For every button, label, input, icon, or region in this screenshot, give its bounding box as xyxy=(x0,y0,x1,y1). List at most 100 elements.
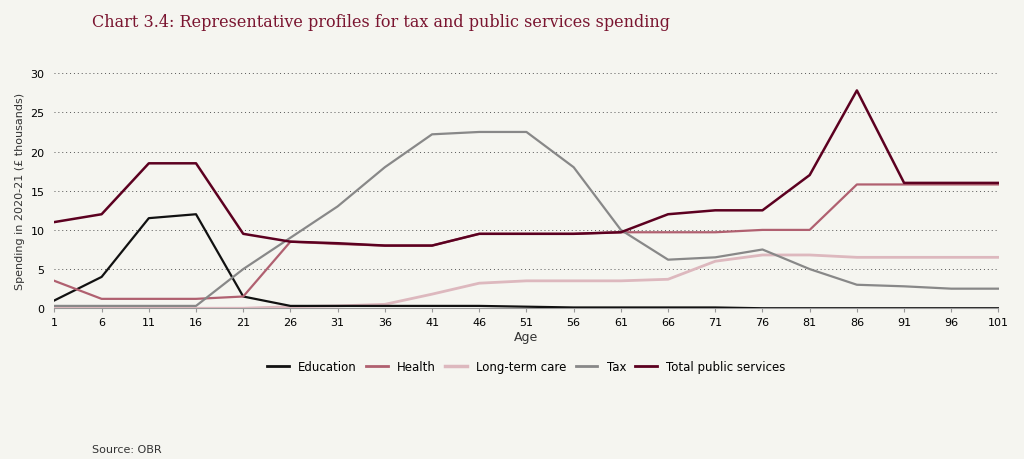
Tax xyxy=(520,130,532,135)
Health xyxy=(992,182,1005,188)
Tax xyxy=(992,286,1005,292)
Tax xyxy=(804,267,816,272)
Long-term care xyxy=(662,277,674,282)
Education xyxy=(48,298,60,303)
Health xyxy=(332,242,344,247)
Text: Source: OBR: Source: OBR xyxy=(92,444,162,454)
Total public services xyxy=(614,230,627,235)
Tax xyxy=(95,303,108,309)
Education xyxy=(945,306,957,311)
Education xyxy=(804,306,816,311)
Line: Health: Health xyxy=(54,185,998,299)
Education xyxy=(189,212,202,218)
Total public services xyxy=(710,208,722,213)
Health xyxy=(189,297,202,302)
Long-term care xyxy=(95,306,108,311)
Education xyxy=(992,306,1005,311)
Tax xyxy=(189,303,202,309)
Long-term care xyxy=(992,255,1005,261)
Education xyxy=(95,274,108,280)
Education xyxy=(851,306,863,311)
Long-term care xyxy=(379,302,391,308)
Tax xyxy=(945,286,957,292)
Education xyxy=(379,303,391,309)
Legend: Education, Health, Long-term care, Tax, Total public services: Education, Health, Long-term care, Tax, … xyxy=(264,357,790,377)
Long-term care xyxy=(710,259,722,264)
Total public services xyxy=(379,243,391,249)
Health xyxy=(95,297,108,302)
Health xyxy=(945,182,957,188)
Long-term care xyxy=(757,252,769,258)
Tax xyxy=(48,303,60,309)
X-axis label: Age: Age xyxy=(514,330,539,343)
Long-term care xyxy=(851,255,863,261)
Total public services xyxy=(520,231,532,237)
Y-axis label: Spending in 2020-21 (£ thousands): Spending in 2020-21 (£ thousands) xyxy=(15,93,25,290)
Total public services xyxy=(567,231,580,237)
Long-term care xyxy=(804,252,816,258)
Health xyxy=(238,294,250,300)
Tax xyxy=(379,165,391,171)
Health xyxy=(285,240,297,245)
Health xyxy=(804,228,816,233)
Long-term care xyxy=(520,279,532,284)
Education xyxy=(614,305,627,311)
Long-term care xyxy=(189,306,202,311)
Tax xyxy=(238,267,250,272)
Total public services xyxy=(142,161,155,167)
Tax xyxy=(851,282,863,288)
Health xyxy=(898,182,910,188)
Tax xyxy=(332,204,344,210)
Long-term care xyxy=(945,255,957,261)
Long-term care xyxy=(426,292,438,297)
Education xyxy=(426,303,438,309)
Total public services xyxy=(898,181,910,186)
Tax xyxy=(567,165,580,171)
Health xyxy=(567,231,580,237)
Line: Education: Education xyxy=(54,215,998,308)
Total public services xyxy=(48,220,60,225)
Tax xyxy=(710,255,722,261)
Line: Long-term care: Long-term care xyxy=(54,255,998,308)
Health xyxy=(473,231,485,237)
Line: Tax: Tax xyxy=(54,133,998,306)
Education xyxy=(662,305,674,311)
Line: Total public services: Total public services xyxy=(54,91,998,246)
Total public services xyxy=(662,212,674,218)
Total public services xyxy=(426,243,438,249)
Health xyxy=(757,228,769,233)
Total public services xyxy=(804,173,816,179)
Total public services xyxy=(95,212,108,218)
Total public services xyxy=(992,181,1005,186)
Total public services xyxy=(757,208,769,213)
Tax xyxy=(426,132,438,138)
Total public services xyxy=(238,231,250,237)
Education xyxy=(520,304,532,310)
Long-term care xyxy=(898,255,910,261)
Education xyxy=(567,305,580,311)
Total public services xyxy=(945,181,957,186)
Education xyxy=(332,303,344,309)
Total public services xyxy=(285,240,297,245)
Long-term care xyxy=(285,304,297,310)
Tax xyxy=(285,235,297,241)
Total public services xyxy=(851,89,863,94)
Total public services xyxy=(332,241,344,246)
Education xyxy=(285,303,297,309)
Health xyxy=(48,279,60,284)
Education xyxy=(757,306,769,311)
Tax xyxy=(898,284,910,290)
Long-term care xyxy=(48,306,60,311)
Long-term care xyxy=(473,281,485,286)
Health xyxy=(710,230,722,235)
Tax xyxy=(614,228,627,233)
Health xyxy=(662,230,674,235)
Health xyxy=(614,230,627,235)
Education xyxy=(898,306,910,311)
Education xyxy=(710,305,722,311)
Health xyxy=(426,243,438,249)
Tax xyxy=(662,257,674,263)
Tax xyxy=(757,247,769,253)
Long-term care xyxy=(142,306,155,311)
Health xyxy=(851,182,863,188)
